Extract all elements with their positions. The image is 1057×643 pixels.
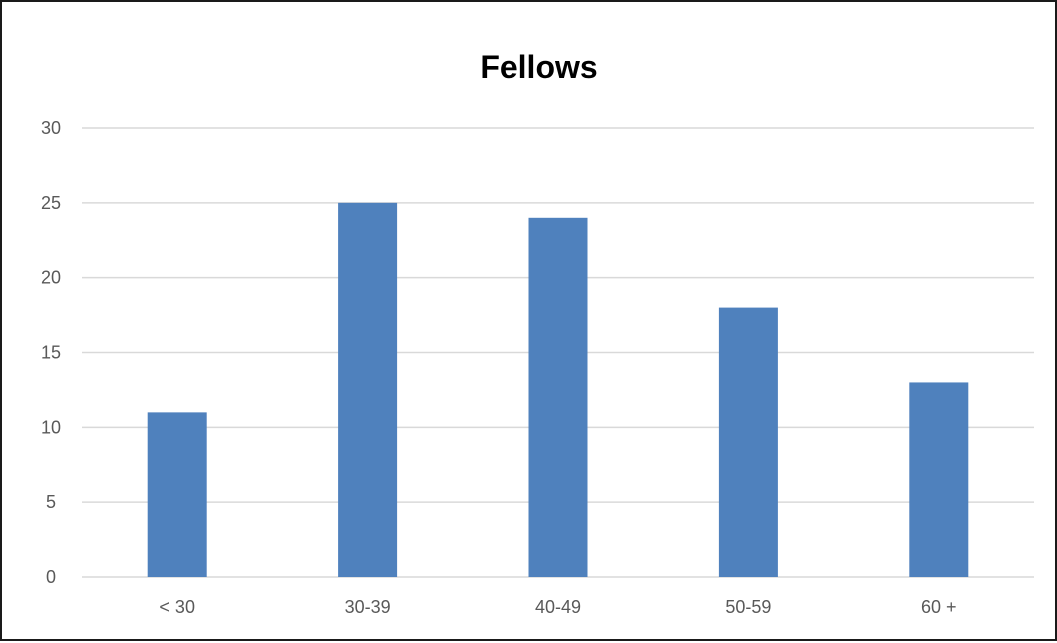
x-tick-label: 60 + xyxy=(921,597,957,617)
bars xyxy=(147,202,969,578)
x-axis-tick-labels: < 30 30-39 40-49 50-59 60 + xyxy=(159,597,956,617)
y-tick-label: 25 xyxy=(41,193,61,213)
bar xyxy=(147,412,207,577)
x-tick-label: 50-59 xyxy=(725,597,771,617)
y-tick-label: 30 xyxy=(41,118,61,138)
y-axis-tick-labels: 0 5 10 15 20 25 30 xyxy=(41,118,61,587)
bar xyxy=(528,217,588,578)
x-tick-label: < 30 xyxy=(159,597,195,617)
y-tick-label: 20 xyxy=(41,268,61,288)
y-tick-label: 0 xyxy=(46,567,56,587)
bar xyxy=(718,307,778,577)
bar xyxy=(909,382,969,577)
bar xyxy=(338,202,398,578)
x-tick-label: 40-49 xyxy=(535,597,581,617)
y-tick-label: 10 xyxy=(41,417,61,437)
y-tick-label: 15 xyxy=(41,343,61,363)
chart-title: Fellows xyxy=(480,49,597,85)
y-tick-label: 5 xyxy=(46,492,56,512)
x-tick-label: 30-39 xyxy=(345,597,391,617)
